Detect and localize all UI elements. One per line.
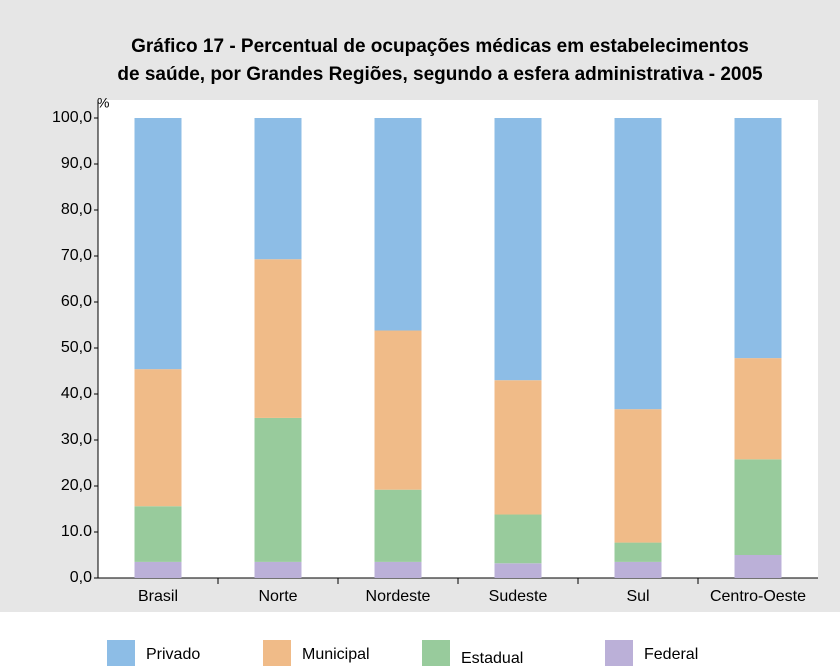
bar-segment <box>374 118 422 331</box>
bar-segment <box>134 506 182 562</box>
plot-area <box>98 100 818 578</box>
y-tick-label: 20,0 <box>61 477 92 494</box>
bar-segment <box>494 118 542 381</box>
legend-swatch <box>263 640 291 666</box>
x-tick-label: Norte <box>258 588 297 605</box>
legend-swatch <box>605 640 633 666</box>
bar-segment <box>494 380 542 515</box>
bar-segment <box>614 409 662 543</box>
y-axis-label: % <box>97 95 109 111</box>
legend-label: Municipal <box>302 646 370 663</box>
x-tick-label: Sul <box>626 588 649 605</box>
legend-label: Privado <box>146 646 200 663</box>
legend-label: Estadual <box>461 650 523 666</box>
x-tick-label: Nordeste <box>366 588 431 605</box>
bar-segment <box>614 118 662 410</box>
bar-segment <box>494 514 542 564</box>
bar-segment <box>614 561 662 578</box>
bar-segment <box>374 561 422 578</box>
y-tick-label: 90,0 <box>61 155 92 172</box>
bar-segment <box>254 561 302 578</box>
x-tick-label: Brasil <box>138 588 178 605</box>
chart-title: Gráfico 17 - Percentual de ocupações méd… <box>131 36 749 57</box>
bar-segment <box>374 330 422 490</box>
chart-subtitle: de saúde, por Grandes Regiões, segundo a… <box>117 64 763 85</box>
bar-segment <box>734 118 782 359</box>
legend-swatch <box>422 640 450 666</box>
y-tick-label: 0,0 <box>70 569 92 586</box>
x-tick-label: Sudeste <box>489 588 548 605</box>
bar-segment <box>734 555 782 578</box>
legend-label: Federal <box>644 646 698 663</box>
bar-segment <box>734 459 782 555</box>
bar-segment <box>374 489 422 562</box>
y-tick-label: 50,0 <box>61 339 92 356</box>
bar-segment <box>734 358 782 460</box>
y-tick-label: 100,0 <box>52 109 92 126</box>
x-tick-label: Centro-Oeste <box>710 588 806 605</box>
y-tick-label: 80,0 <box>61 201 92 218</box>
bar-segment <box>254 118 302 260</box>
bar-segment <box>614 542 662 562</box>
bar-segment <box>494 563 542 578</box>
y-tick-label: 40,0 <box>61 385 92 402</box>
bar-segment <box>254 259 302 418</box>
y-tick-label: 70,0 <box>61 247 92 264</box>
legend-swatch <box>107 640 135 666</box>
y-tick-label: 60,0 <box>61 293 92 310</box>
y-tick-label: 10.0 <box>61 523 92 540</box>
y-tick-label: 30,0 <box>61 431 92 448</box>
bar-segment <box>134 561 182 578</box>
bar-segment <box>134 118 182 370</box>
bar-segment <box>254 417 302 562</box>
bar-segment <box>134 369 182 507</box>
